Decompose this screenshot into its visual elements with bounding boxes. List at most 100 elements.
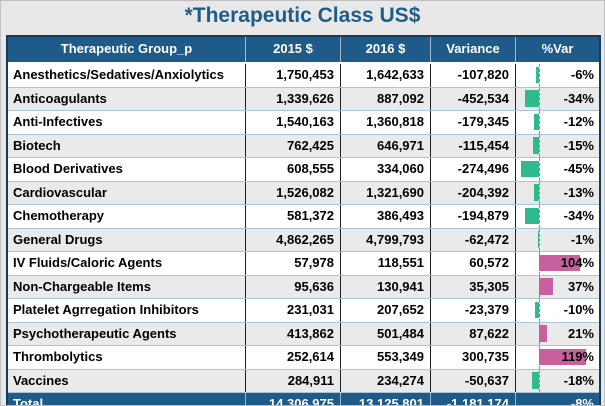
total-label: Total bbox=[13, 396, 44, 406]
pct-value: -10% bbox=[563, 302, 594, 317]
databar bbox=[538, 348, 586, 365]
cell-pctvar: -6% bbox=[515, 64, 599, 87]
databar bbox=[538, 254, 580, 271]
cell-variance: 35,305 bbox=[430, 275, 515, 298]
table-row[interactable]: Cardiovascular 1,526,082 1,321,690 -204,… bbox=[8, 181, 599, 205]
cell-group: General Drugs bbox=[13, 231, 103, 247]
cell-variance: -194,879 bbox=[430, 205, 515, 228]
cell-pctvar: 21% bbox=[515, 322, 599, 345]
cell-2016: 1,321,690 bbox=[340, 181, 430, 204]
cell-group: Platelet Agrregation Inhibitors bbox=[13, 302, 199, 317]
cell-2015: 413,862 bbox=[245, 322, 340, 345]
table-row[interactable]: Vaccines 284,911 234,274 -50,637 -18% bbox=[8, 369, 599, 393]
column-header-2016[interactable]: 2016 $ bbox=[340, 37, 430, 62]
databar-axis bbox=[538, 228, 540, 251]
cell-group: Biotech bbox=[13, 137, 61, 153]
databar-axis bbox=[538, 369, 540, 392]
cell-2015: 1,526,082 bbox=[245, 181, 340, 204]
cell-group: Anticoagulants bbox=[13, 90, 107, 106]
pct-value: -6% bbox=[570, 67, 594, 82]
table-row[interactable]: Non-Chargeable Items 95,636 130,941 35,3… bbox=[8, 275, 599, 299]
column-header-2015[interactable]: 2015 $ bbox=[245, 37, 340, 62]
cell-2016: 1,642,633 bbox=[340, 64, 430, 87]
databar bbox=[538, 278, 554, 295]
table-row[interactable]: Anesthetics/Sedatives/Anxiolytics 1,750,… bbox=[8, 64, 599, 88]
cell-2015: 581,372 bbox=[245, 205, 340, 228]
cell-pctvar: -1% bbox=[515, 228, 599, 251]
cell-2016: 207,652 bbox=[340, 299, 430, 322]
cell-2015: 4,862,265 bbox=[245, 228, 340, 251]
cell-group: Chemotherapy bbox=[13, 208, 105, 223]
cell-variance: -179,345 bbox=[430, 111, 515, 134]
cell-pctvar: -18% bbox=[515, 369, 599, 392]
cell-variance: -50,637 bbox=[430, 369, 515, 392]
pct-value: -34% bbox=[563, 90, 594, 106]
cell-variance: -107,820 bbox=[430, 64, 515, 87]
cell-2015: 608,555 bbox=[245, 158, 340, 181]
databar bbox=[525, 207, 539, 224]
cell-2015: 762,425 bbox=[245, 134, 340, 157]
table-row[interactable]: Psychotherapeutic Agents 413,862 501,484… bbox=[8, 322, 599, 346]
databar-axis bbox=[538, 134, 540, 157]
cell-group: Anti-Infectives bbox=[13, 114, 103, 129]
cell-2016: 130,941 bbox=[340, 275, 430, 298]
table-row[interactable]: Blood Derivatives 608,555 334,060 -274,4… bbox=[8, 158, 599, 182]
cell-2016: 646,971 bbox=[340, 134, 430, 157]
table-row[interactable]: Biotech 762,425 646,971 -115,454 -15% bbox=[8, 134, 599, 158]
cell-2016: 118,551 bbox=[340, 252, 430, 275]
cell-2016: 887,092 bbox=[340, 87, 430, 110]
table-row[interactable]: IV Fluids/Caloric Agents 57,978 118,551 … bbox=[8, 252, 599, 276]
cell-pctvar: -45% bbox=[515, 158, 599, 181]
pct-value: -15% bbox=[563, 137, 594, 153]
cell-pctvar: -34% bbox=[515, 87, 599, 110]
table-row[interactable]: Platelet Agrregation Inhibitors 231,031 … bbox=[8, 299, 599, 323]
cell-2016: 386,493 bbox=[340, 205, 430, 228]
cell-pctvar: 104% bbox=[515, 252, 599, 275]
cell-variance: -62,472 bbox=[430, 228, 515, 251]
column-header-pctvar[interactable]: %Var bbox=[515, 37, 599, 62]
cell-pctvar: -12% bbox=[515, 111, 599, 134]
databar-axis bbox=[538, 87, 540, 110]
table-row[interactable]: Anticoagulants 1,339,626 887,092 -452,53… bbox=[8, 87, 599, 111]
cell-variance: 300,735 bbox=[430, 346, 515, 369]
pct-value: 104% bbox=[560, 255, 594, 270]
table-row[interactable]: Anti-Infectives 1,540,163 1,360,818 -179… bbox=[8, 111, 599, 135]
cell-2016: 553,349 bbox=[340, 346, 430, 369]
column-header-variance[interactable]: Variance bbox=[430, 37, 515, 62]
pct-value: -18% bbox=[563, 372, 594, 388]
cell-2016: 501,484 bbox=[340, 322, 430, 345]
cell-variance: 60,572 bbox=[430, 252, 515, 275]
cell-variance: -23,379 bbox=[430, 299, 515, 322]
cell-group: Psychotherapeutic Agents bbox=[13, 325, 177, 341]
cell-variance: -204,392 bbox=[430, 181, 515, 204]
cell-group: Anesthetics/Sedatives/Anxiolytics bbox=[13, 67, 224, 82]
cell-2015: 1,540,163 bbox=[245, 111, 340, 134]
total-2016: 13,125,801 bbox=[340, 393, 430, 405]
report-title: *Therapeutic Class US$ bbox=[184, 4, 421, 27]
table-header-row: Therapeutic Group_p 2015 $ 2016 $ Varian… bbox=[8, 37, 599, 64]
therapeutic-class-table: Therapeutic Group_p 2015 $ 2016 $ Varian… bbox=[6, 35, 601, 406]
cell-pctvar: 119% bbox=[515, 346, 599, 369]
table-row[interactable]: Thrombolytics 252,614 553,349 300,735 11… bbox=[8, 346, 599, 370]
cell-group: Vaccines bbox=[13, 372, 69, 388]
databar-axis bbox=[538, 299, 540, 322]
pct-value: -13% bbox=[563, 184, 594, 200]
cell-pctvar: -15% bbox=[515, 134, 599, 157]
column-header-group[interactable]: Therapeutic Group_p bbox=[60, 41, 193, 56]
cell-pctvar: -13% bbox=[515, 181, 599, 204]
total-2015: 14,306,975 bbox=[245, 393, 340, 405]
total-pctvar: -8% bbox=[515, 393, 599, 405]
cell-group: Cardiovascular bbox=[13, 184, 107, 200]
databar-axis bbox=[538, 205, 540, 228]
total-variance: -1,181,174 bbox=[430, 393, 515, 405]
table-row[interactable]: General Drugs 4,862,265 4,799,793 -62,47… bbox=[8, 228, 599, 252]
databar-axis bbox=[538, 111, 540, 134]
databar bbox=[534, 301, 539, 318]
pct-value: -34% bbox=[563, 208, 594, 223]
cell-pctvar: -34% bbox=[515, 205, 599, 228]
databar bbox=[532, 137, 539, 154]
cell-2016: 1,360,818 bbox=[340, 111, 430, 134]
table-row[interactable]: Chemotherapy 581,372 386,493 -194,879 -3… bbox=[8, 205, 599, 229]
cell-variance: -274,496 bbox=[430, 158, 515, 181]
